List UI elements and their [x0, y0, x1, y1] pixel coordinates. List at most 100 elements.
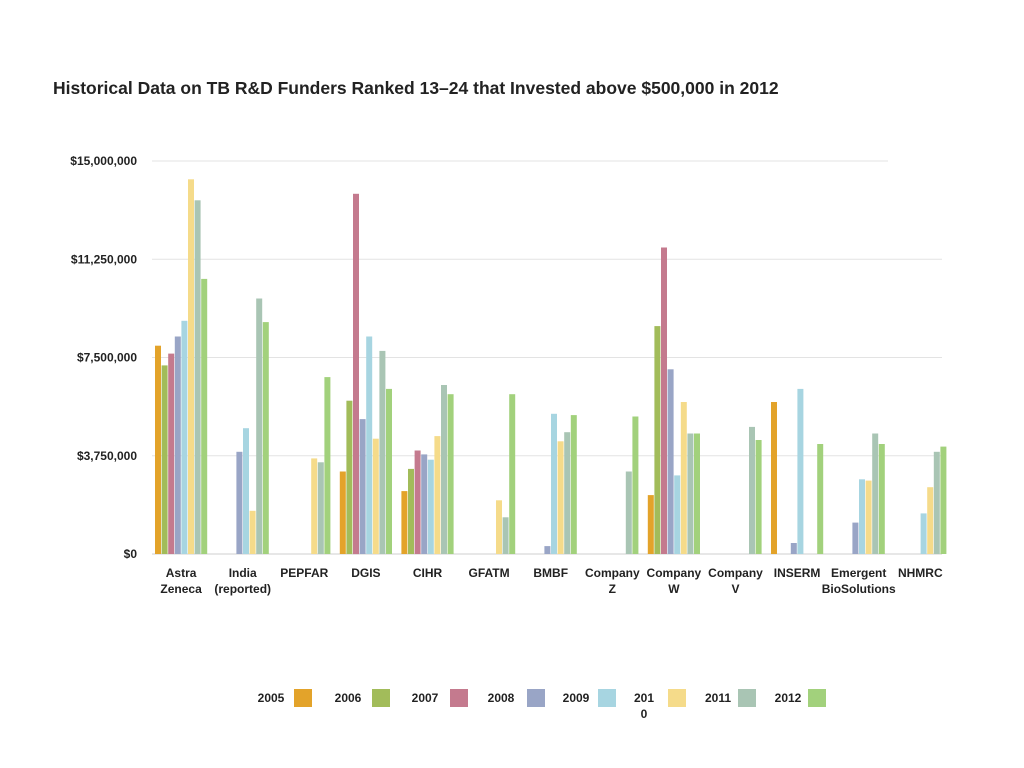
legend: 2005 2006 2007 2008 2009 201 0 2011 2012 — [258, 689, 826, 721]
legend-label: 201 0 — [634, 691, 654, 721]
x-tick-label: DGIS — [351, 566, 380, 580]
x-tick-label: Company V — [708, 566, 763, 596]
bar-2012-10 — [817, 444, 824, 554]
bar-2012-2 — [324, 377, 331, 554]
x-tick-label: NHMRC — [898, 566, 943, 580]
legend-label: 2005 — [258, 691, 285, 705]
bar-2009-12 — [920, 513, 927, 554]
bar-2010-8 — [680, 402, 687, 554]
bar-2011-2 — [317, 462, 324, 554]
legend-label: 2008 — [488, 691, 515, 705]
legend-label: 2006 — [335, 691, 362, 705]
bar-2010-12 — [927, 487, 934, 554]
bar-2012-11 — [878, 444, 885, 554]
legend-swatch — [668, 689, 686, 707]
x-tick-label: Company Z — [585, 566, 640, 596]
bar-2009-6 — [551, 413, 557, 554]
x-tick-label: INSERM — [774, 566, 821, 580]
bar-2011-6 — [564, 432, 571, 554]
bar-2011-3 — [379, 350, 386, 554]
legend-swatch — [372, 689, 390, 707]
bar-2008-4 — [421, 454, 428, 554]
bar-2005-10 — [771, 402, 777, 554]
bar-2010-4 — [434, 436, 441, 554]
bar-2008-0 — [174, 336, 181, 554]
bar-2009-4 — [427, 459, 434, 554]
bar-2012-5 — [509, 394, 516, 554]
bar-2011-0 — [194, 200, 201, 555]
x-axis-ticks: Astra Zeneca India (reported) PEPFAR DGIS CIHR… — [160, 566, 943, 596]
y-tick-label: $11,250,000 — [71, 252, 137, 266]
bar-2009-3 — [366, 336, 373, 554]
x-tick-label: BMBF — [533, 566, 568, 580]
bar-2010-0 — [188, 179, 194, 555]
bar-2011-1 — [256, 298, 263, 554]
bar-2010-2 — [311, 458, 318, 554]
bar-2010-3 — [372, 438, 379, 554]
bar-2011-8 — [687, 433, 694, 554]
chart-title: Historical Data on TB R&D Funders Ranked… — [53, 78, 779, 98]
legend-swatch — [294, 689, 312, 707]
bar-2011-7 — [625, 471, 632, 554]
bar-2010-1 — [249, 510, 256, 554]
bar-2012-7 — [632, 416, 639, 554]
bar-2005-4 — [401, 491, 408, 554]
bar-2012-9 — [755, 440, 762, 554]
bar-2005-8 — [647, 495, 654, 554]
legend-swatch — [527, 689, 545, 707]
bar-2009-11 — [859, 479, 865, 554]
bar-2011-9 — [749, 426, 755, 554]
bar-2007-0 — [168, 353, 175, 554]
bar-2005-0 — [155, 345, 161, 554]
bar-2006-8 — [654, 326, 661, 554]
bar-2008-11 — [852, 522, 859, 554]
bar-2012-6 — [570, 415, 577, 554]
bar-2012-1 — [262, 322, 269, 554]
bar-2008-1 — [236, 451, 243, 554]
bar-2012-4 — [447, 394, 454, 554]
y-axis-ticks: $0 $3,750,000 $7,500,000 $11,250,000 $15,000… — [70, 154, 137, 561]
bar-2010-11 — [865, 480, 872, 554]
bar-2012-8 — [694, 433, 700, 554]
bar-2012-3 — [386, 388, 392, 554]
bar-2009-10 — [797, 388, 804, 554]
x-tick-label: GFATM — [469, 566, 510, 580]
bar-2008-8 — [667, 369, 674, 554]
bar-2005-3 — [339, 471, 346, 554]
bar-2007-8 — [661, 247, 667, 554]
bar-2009-0 — [181, 320, 188, 554]
y-tick-label: $7,500,000 — [77, 351, 137, 365]
x-tick-label: India (reported) — [214, 566, 271, 596]
legend-swatch — [450, 689, 468, 707]
bar-2006-4 — [408, 468, 414, 554]
bar-2007-4 — [414, 450, 421, 554]
y-tick-label: $15,000,000 — [70, 154, 137, 168]
bar-2010-6 — [557, 441, 564, 554]
bar-2011-5 — [502, 517, 509, 554]
bar-2006-3 — [346, 400, 353, 554]
bar-2009-1 — [243, 428, 249, 554]
bar-2009-8 — [674, 475, 681, 554]
bar-2008-3 — [359, 419, 366, 554]
bar-2010-5 — [496, 500, 502, 554]
legend-swatch — [738, 689, 756, 707]
x-tick-label: Astra Zeneca — [160, 566, 202, 596]
bar-2011-11 — [872, 433, 879, 554]
bar-2012-0 — [201, 278, 208, 554]
y-tick-label: $0 — [124, 547, 138, 561]
legend-label: 2011 — [705, 691, 731, 705]
bar-2008-10 — [790, 543, 797, 554]
bars — [155, 179, 947, 555]
bar-2006-0 — [161, 365, 168, 554]
bar-2012-12 — [940, 446, 947, 554]
y-tick-label: $3,750,000 — [77, 449, 137, 463]
bar-2007-3 — [353, 193, 359, 555]
x-tick-label: CIHR — [413, 566, 443, 580]
legend-swatch — [808, 689, 826, 707]
bar-2008-6 — [544, 546, 551, 554]
legend-label: 2009 — [563, 691, 590, 705]
legend-swatch — [598, 689, 616, 707]
grid-lines — [152, 160, 942, 555]
x-tick-label: Company W — [647, 566, 702, 596]
